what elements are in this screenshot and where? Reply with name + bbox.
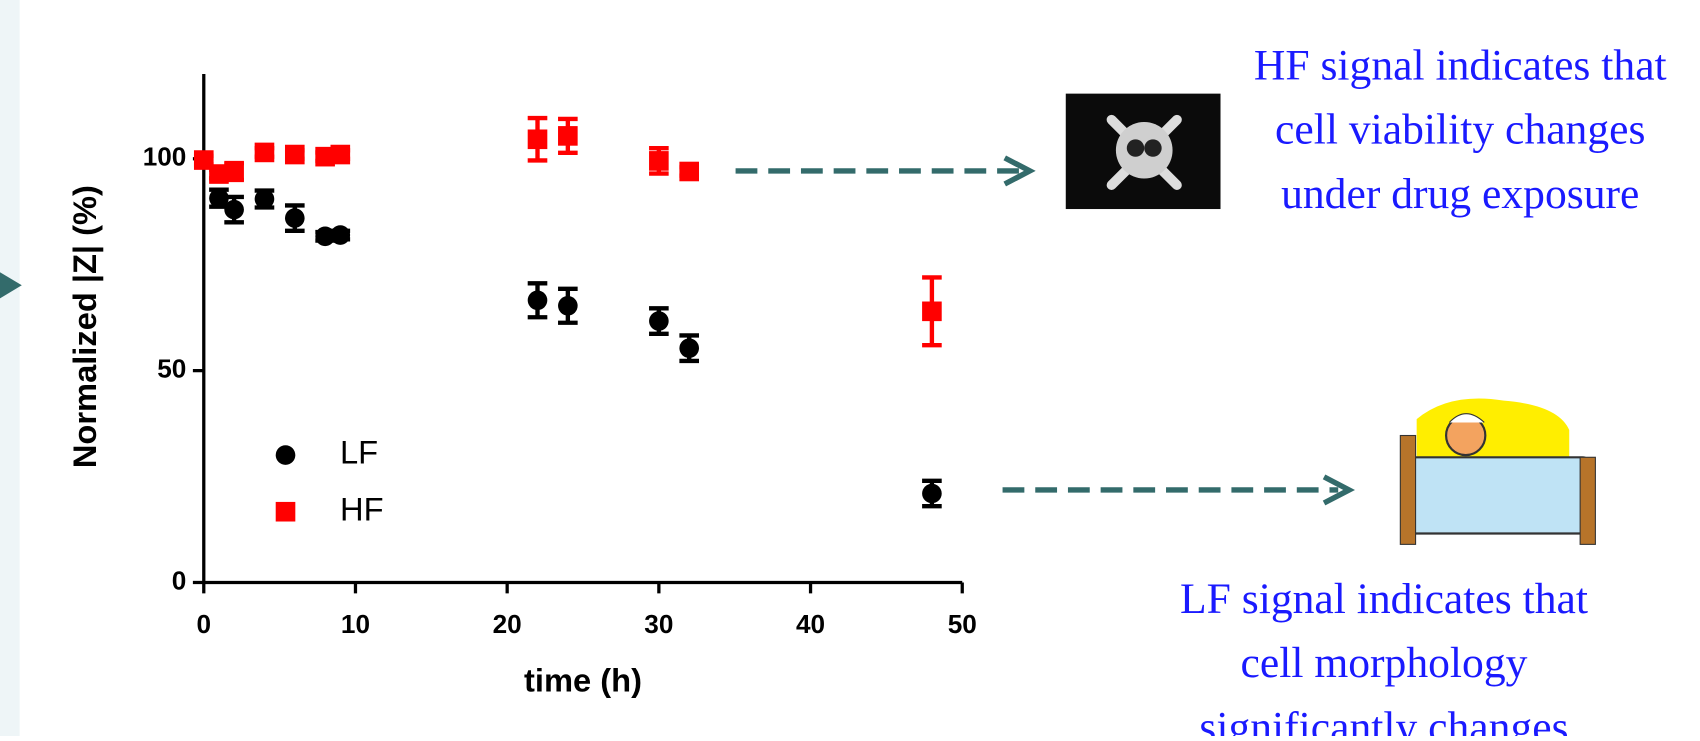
marker (224, 199, 244, 220)
annotation: HF signal indicates that cell viability … (1253, 40, 1667, 218)
x-tick-label: 10 (341, 609, 370, 639)
marker (284, 208, 305, 228)
marker (679, 161, 700, 182)
y-tick-label: 0 (172, 565, 187, 595)
marker (922, 483, 942, 504)
skull-icon (1065, 93, 1221, 210)
marker (558, 296, 578, 316)
annotation-box: LF signal indicates that cell morphology… (1179, 573, 1588, 741)
marker (649, 151, 669, 171)
annotation-box: HF signal indicates that cell viability … (1253, 40, 1667, 218)
y-axis-label: Normalized |Z| (%) (66, 185, 103, 468)
side-arrow (0, 272, 22, 299)
marker (193, 150, 214, 170)
patient-icon (1399, 398, 1596, 545)
marker (527, 129, 548, 150)
y-tick-label: 50 (157, 354, 186, 384)
marker (527, 290, 548, 311)
marker (209, 164, 229, 184)
x-tick-label: 30 (644, 609, 673, 639)
marker (679, 338, 700, 358)
y-tick-label: 100 (143, 142, 187, 172)
legend-label: LF (340, 434, 378, 471)
x-axis-label: time (h) (524, 661, 642, 698)
marker (330, 225, 351, 245)
marker (315, 226, 335, 247)
marker (254, 142, 275, 163)
marker (649, 311, 669, 331)
marker (330, 144, 351, 165)
marker (558, 126, 578, 146)
marker (284, 144, 305, 165)
marker (254, 189, 275, 209)
marker (315, 146, 335, 167)
legend-marker (275, 445, 296, 465)
legend-label: HF (340, 490, 384, 527)
side-strip (0, 0, 20, 736)
arrow-head (1003, 155, 1036, 187)
marker (922, 301, 942, 322)
arrow-head (1322, 474, 1355, 506)
marker (224, 161, 244, 182)
x-tick-label: 40 (796, 609, 825, 639)
x-tick-label: 50 (948, 609, 977, 639)
legend-marker (275, 501, 296, 522)
annotation: LF signal indicates that cell morphology… (1179, 573, 1588, 741)
marker (209, 188, 229, 208)
x-tick-label: 20 (493, 609, 522, 639)
x-tick-label: 0 (197, 609, 212, 639)
